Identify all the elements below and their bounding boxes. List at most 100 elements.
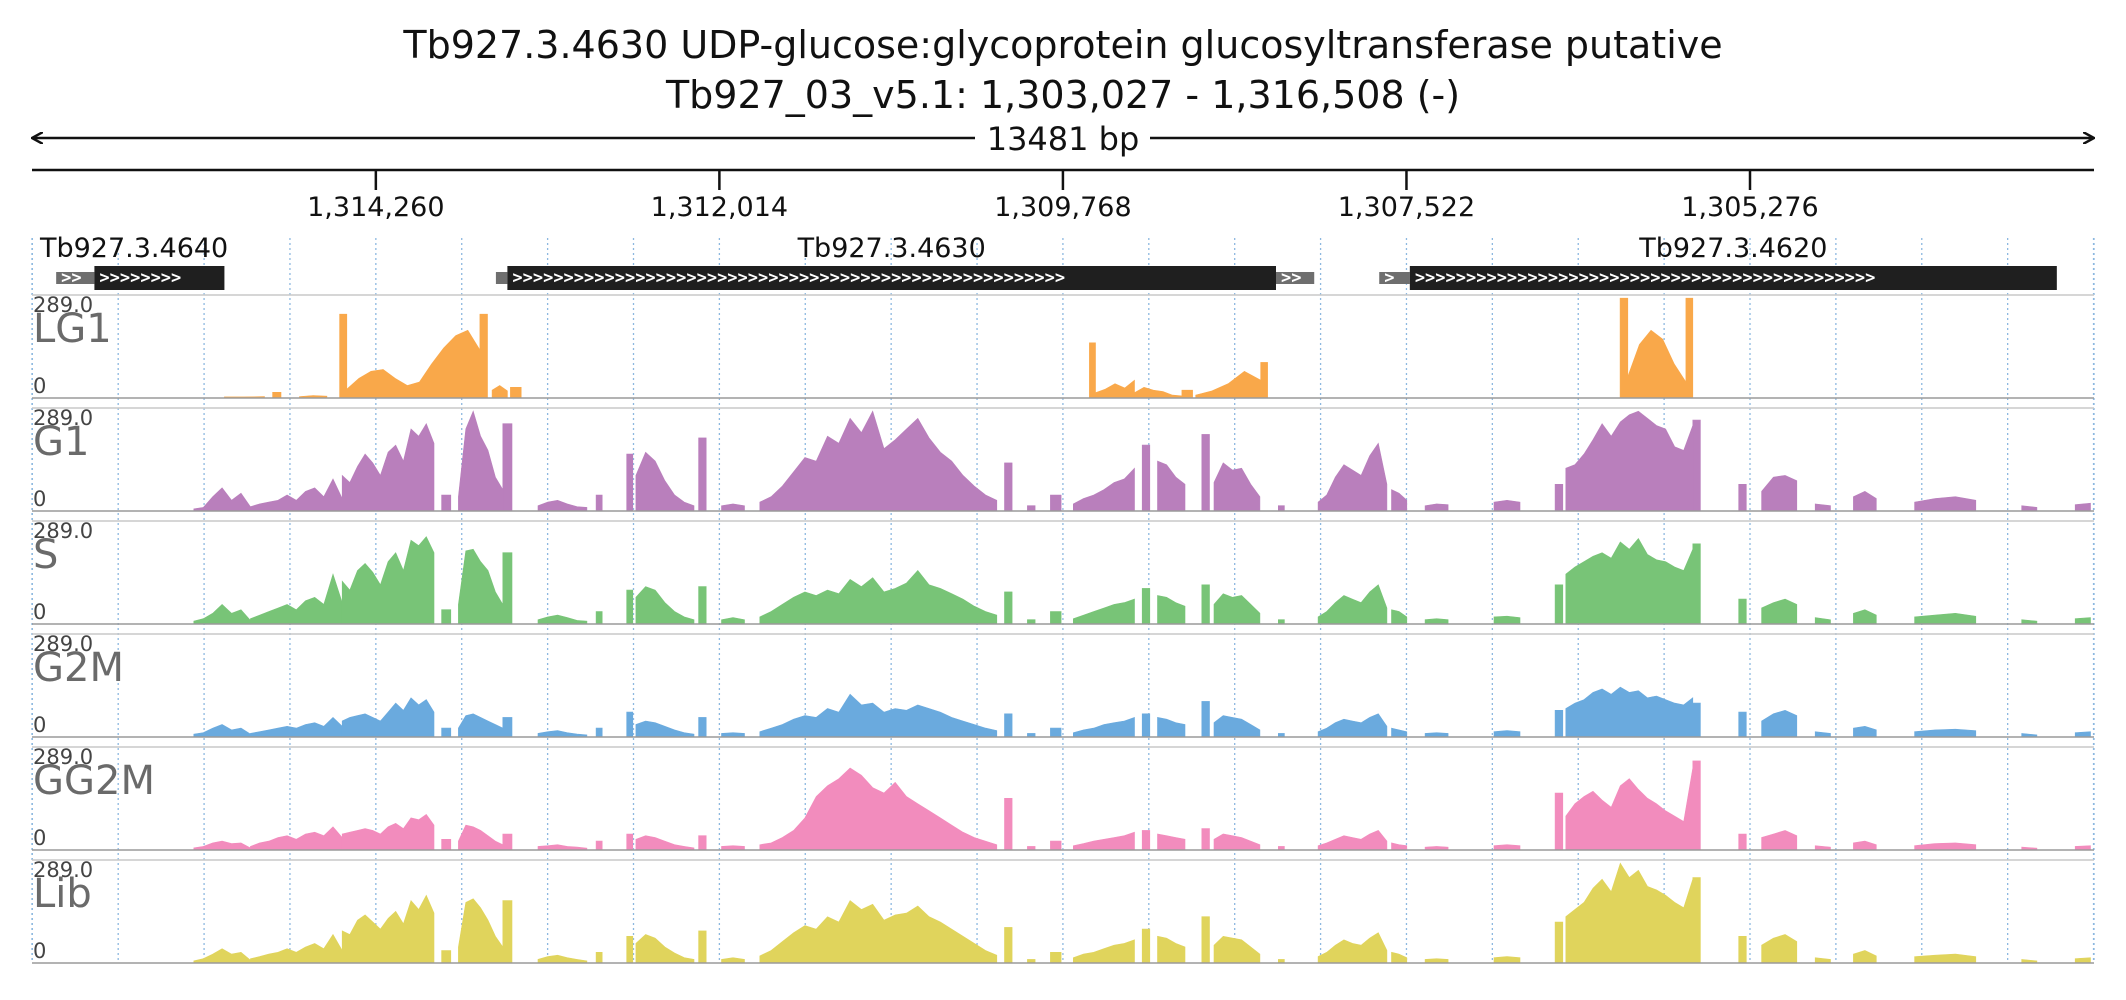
track-name: G1 <box>33 419 89 465</box>
coverage-area <box>1761 598 1798 625</box>
coverage-area <box>1565 686 1694 738</box>
coverage-area <box>341 536 435 625</box>
coverage-area <box>479 313 488 399</box>
coverage-area <box>626 453 634 512</box>
coverage-area <box>1761 830 1798 851</box>
coverage-area <box>1565 862 1694 964</box>
span-label: 13481 bp <box>987 120 1140 158</box>
coverage-area <box>1050 952 1062 964</box>
coverage-area <box>595 840 603 851</box>
coverage-area <box>1213 715 1261 738</box>
coverage-area <box>250 933 343 964</box>
track-min-label: 0 <box>33 713 46 737</box>
coverage-area <box>1692 543 1701 625</box>
track-max-label: 289.0 <box>33 632 93 656</box>
coverage-area <box>1157 717 1186 738</box>
coverage-area <box>2074 617 2091 625</box>
track-name: Lib <box>33 871 92 917</box>
coverage-area <box>1814 957 1831 964</box>
coverage-area <box>1095 379 1135 399</box>
coverage-area <box>193 948 251 964</box>
track-min-label: 0 <box>33 487 46 511</box>
coverage-area <box>1493 844 1521 851</box>
gene-cds <box>1409 266 2057 290</box>
coverage-area <box>339 313 348 399</box>
coverage-area <box>595 727 603 738</box>
coverage-area <box>1004 798 1013 851</box>
coverage-area <box>2074 957 2091 964</box>
track-name: S <box>33 532 58 578</box>
coverage-area <box>1391 842 1408 851</box>
gene-label: Tb927.3.4640 <box>39 233 228 264</box>
gene-model: >>>>>>>>>>>>>>>>>>>>>>>>>>>>>>>>>>>>>>>>… <box>495 233 1315 290</box>
coverage-area <box>698 437 707 512</box>
coverage-tracks: LG1289.00G1289.00S289.00G2M289.00GG2M289… <box>32 293 2094 964</box>
gene-utr <box>1379 272 1410 284</box>
coverage-area <box>1692 419 1701 512</box>
coverage-area <box>1814 503 1831 512</box>
chart-subtitle: Tb927_03_v5.1: 1,303,027 - 1,316,508 (-) <box>665 73 1460 117</box>
coverage-area <box>1853 491 1877 512</box>
coverage-area <box>537 954 588 964</box>
coverage-area <box>1213 833 1261 851</box>
coverage-area <box>1027 505 1036 512</box>
coverage-area <box>272 392 282 399</box>
coverage-area <box>1565 410 1694 512</box>
coverage-area <box>1073 831 1135 851</box>
track-name: LG1 <box>33 306 112 352</box>
coverage-area <box>759 410 998 512</box>
coverage-area <box>759 693 998 738</box>
coverage-area <box>595 952 603 964</box>
coverage-area <box>537 844 588 851</box>
coverage-area <box>698 930 707 964</box>
coverage-area <box>1141 830 1151 851</box>
coverage-area <box>698 717 707 738</box>
coverage-area <box>1761 934 1798 964</box>
coverage-area <box>1073 598 1135 625</box>
gene-cds <box>507 266 1276 290</box>
coverage-area <box>1201 828 1210 851</box>
axis-tick-label: 1,314,260 <box>307 192 444 223</box>
gene-model: >> >>>>>>>>Tb927.3.4640 <box>39 233 228 290</box>
coverage-area <box>341 813 435 851</box>
coverage-area <box>1738 484 1747 512</box>
coverage-area <box>1853 950 1877 964</box>
coverage-area <box>250 573 343 625</box>
span-ruler: 13481 bp <box>32 120 2094 158</box>
coverage-area <box>1317 584 1388 625</box>
coverage-area <box>1073 716 1135 738</box>
strand-chevrons: >>>>>>>>>>>>>>>>>>>>>>>>>>>>>>>>>>>>>>>>… <box>1415 268 1876 288</box>
coverage-area <box>1554 792 1564 851</box>
coverage-area <box>1073 939 1135 964</box>
coverage-area <box>1157 460 1186 512</box>
coverage-area <box>502 717 513 738</box>
coverage-area <box>458 824 504 851</box>
coverage-area <box>626 711 634 738</box>
gene-model: >>>>>>>>>>>>>>>>>>>>>>>>>>>>>>>>>>>>>>>>… <box>1379 233 2057 290</box>
coverage-area <box>1317 713 1388 738</box>
coverage-area <box>1201 434 1210 512</box>
coverage-area <box>458 898 504 964</box>
coordinate-axis-ticks: 1,314,260 1,312,014 1,309,768 1,307,522 1,30… <box>307 170 1819 223</box>
coverage-area <box>1493 615 1521 625</box>
coverage-area <box>341 894 435 964</box>
coverage-area <box>635 835 695 851</box>
coverage-area <box>759 900 998 964</box>
coverage-area <box>346 329 481 399</box>
coverage-area <box>1914 953 1977 964</box>
coverage-area <box>1201 584 1210 625</box>
coverage-area <box>1565 767 1694 851</box>
coverage-area <box>1619 297 1629 399</box>
coverage-area <box>635 720 695 738</box>
coverage-area <box>1424 618 1449 625</box>
coverage-area <box>341 697 435 738</box>
coverage-area <box>626 833 634 851</box>
coverage-area <box>441 494 452 512</box>
coverage-area <box>2074 731 2091 738</box>
coverage-area <box>1073 467 1135 512</box>
coverage-area <box>1157 595 1186 625</box>
track-max-label: 289.0 <box>33 519 93 543</box>
coverage-area <box>1493 730 1521 738</box>
axis-tick-label: 1,312,014 <box>651 192 788 223</box>
